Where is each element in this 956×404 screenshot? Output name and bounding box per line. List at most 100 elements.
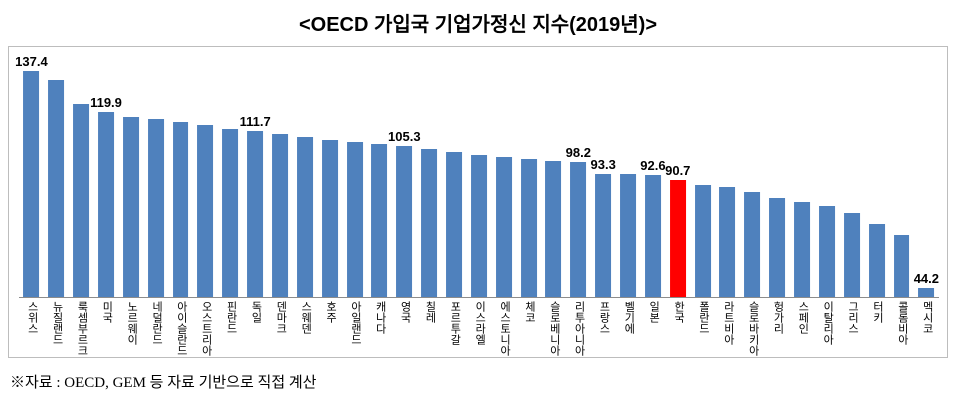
bar-slot (864, 53, 890, 299)
bar-korea-highlight (669, 179, 686, 298)
bar (744, 192, 761, 298)
axis-category: 덴마크 (268, 298, 293, 357)
axis-category: 콜롬비아 (889, 298, 914, 357)
axis-category: 네덜란드 (143, 298, 168, 357)
bar-column: 라트비아 (715, 53, 740, 357)
bar (769, 197, 786, 298)
bar-column: 포르투갈 (441, 53, 467, 357)
bar-column: 137.4 스위스 (15, 53, 48, 357)
axis-category-label: 오스트리아 (200, 301, 213, 357)
bar-column: 네덜란드 (143, 53, 169, 357)
axis-category: 프랑스 (591, 298, 616, 357)
bar-slot (193, 53, 218, 299)
axis-category: 라트비아 (715, 298, 740, 357)
bar-slot: 105.3 (388, 53, 421, 299)
bar-column: 90.7 한국 (665, 53, 690, 357)
bar-slot (789, 53, 815, 299)
bar-slot (541, 53, 566, 299)
bar-column: 헝가리 (764, 53, 790, 357)
axis-category: 한국 (665, 298, 690, 357)
axis-category: 슬로베니아 (541, 298, 566, 357)
bar (694, 184, 711, 298)
bar (48, 80, 65, 298)
bar (843, 213, 860, 298)
bar (818, 206, 835, 298)
bar (918, 287, 935, 298)
bar (73, 104, 90, 298)
axis-category: 캐나다 (367, 298, 392, 357)
bar-slot (715, 53, 740, 299)
bar-column: 이탈리아 (814, 53, 840, 357)
bar-slot (342, 53, 368, 299)
axis-category: 영국 (392, 298, 417, 357)
bar-slot (367, 53, 392, 299)
bar-column: 그리스 (839, 53, 865, 357)
bar (321, 140, 338, 298)
chart-frame: 137.4 스위스 뉴질랜드 룩셈부르크 119.9 미국 노르웨이 네덜란드 아이슬란드 오스트… (8, 46, 948, 358)
axis-category-label: 스웨덴 (299, 301, 312, 335)
axis-category-label: 한국 (672, 301, 685, 324)
bar (495, 157, 512, 298)
axis-category-label: 독일 (249, 301, 262, 324)
axis-category: 아일랜드 (342, 298, 367, 357)
bar-slot (690, 53, 716, 299)
bar-slot: 90.7 (665, 53, 690, 299)
axis-category-label: 이탈리아 (821, 301, 834, 346)
bar (197, 125, 214, 298)
axis-category: 폴란드 (690, 298, 715, 357)
axis-category: 이탈리아 (815, 298, 840, 357)
bar-column: 에스토니아 (491, 53, 517, 357)
bar-column: 이스라엘 (466, 53, 492, 357)
bar-column: 슬로베니아 (541, 53, 566, 357)
bar-slot (68, 53, 94, 299)
bar-slot: 119.9 (90, 53, 122, 299)
chart-title: <OECD 가입국 기업가정신 지수(2019년)> (298, 14, 658, 36)
axis-category: 포르투갈 (442, 298, 467, 357)
bar-column: 98.2 리투아니아 (566, 53, 591, 357)
axis-category: 스위스 (19, 298, 44, 357)
axis-category: 칠레 (417, 298, 442, 357)
bar-slot: 44.2 (914, 53, 939, 299)
axis-category: 호주 (317, 298, 342, 357)
bar-column: 체코 (516, 53, 542, 357)
axis-category-label: 룩셈부르크 (75, 301, 88, 357)
bar-column: 콜롬비아 (889, 53, 914, 357)
axis-category: 스웨덴 (292, 298, 317, 357)
axis-category-label: 포르투갈 (448, 301, 461, 346)
bar-slot (441, 53, 467, 299)
bar (172, 122, 189, 298)
bar (446, 152, 462, 298)
bar-value-label: 105.3 (388, 128, 421, 144)
bar-column: 노르웨이 (118, 53, 144, 357)
bar-column: 슬로바키아 (739, 53, 765, 357)
bar-slot (168, 53, 194, 299)
bar-column: 폴란드 (690, 53, 716, 357)
bar-slot: 111.7 (240, 53, 271, 299)
axis-category-label: 슬로바키아 (747, 301, 760, 357)
bar-slot (292, 53, 318, 299)
bar-slot (466, 53, 492, 299)
bar-slot (143, 53, 169, 299)
axis-category-label: 영국 (399, 301, 412, 324)
axis-category: 체코 (516, 298, 541, 357)
source-note: ※자료 : OECD, GEM 등 자료 기반으로 직접 계산 (10, 375, 317, 391)
bar-slot (118, 53, 144, 299)
bar (147, 119, 164, 298)
bar (122, 116, 139, 298)
bar (371, 144, 388, 298)
bar-column: 벨기에 (615, 53, 641, 357)
axis-category-label: 호주 (324, 301, 337, 324)
bar-column: 덴마크 (267, 53, 293, 357)
axis-category-label: 뉴질랜드 (51, 301, 64, 346)
axis-category: 슬로바키아 (740, 298, 765, 357)
axis-category: 아이슬란드 (168, 298, 193, 357)
axis-category-label: 캐나다 (374, 301, 387, 335)
bar-slot: 93.3 (591, 53, 616, 299)
axis-category-label: 노르웨이 (125, 301, 138, 346)
axis-category-label: 그리스 (846, 301, 859, 335)
bar-column: 뉴질랜드 (43, 53, 69, 357)
bar (520, 159, 537, 298)
axis-category-label: 헝가리 (771, 301, 784, 335)
bar-slot (43, 53, 69, 299)
